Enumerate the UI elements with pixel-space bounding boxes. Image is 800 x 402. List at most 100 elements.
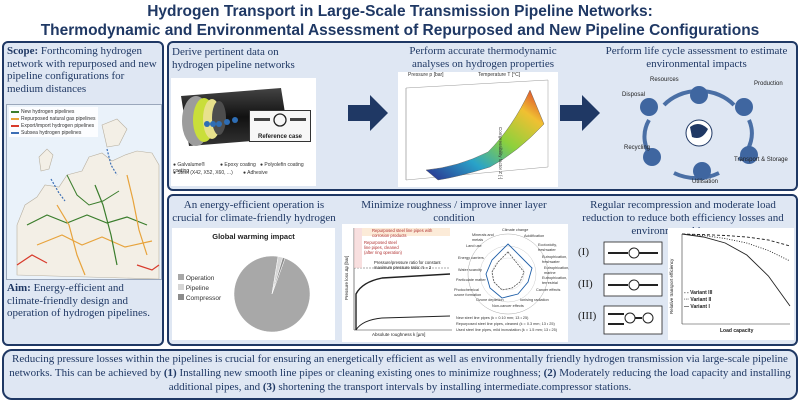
radar-label: Eutrophication, freshwater bbox=[542, 255, 568, 264]
lca-node-resources: Resources bbox=[650, 77, 679, 83]
conclusion-panel bbox=[2, 349, 798, 400]
efficiency-graphic bbox=[681, 233, 791, 325]
radar-label: Energy carriers bbox=[458, 256, 484, 260]
europe-map: New hydrogen pipelines Repurposed natura… bbox=[6, 104, 162, 280]
layer-item: ● Polyolefin coating bbox=[260, 162, 304, 168]
conclusion-part: Installing new smooth line pipes or clea… bbox=[176, 367, 544, 379]
conclusion-part: Moderately reducing the load capacity an… bbox=[168, 367, 791, 393]
efficiency-legend: - - Variant III ··· Variant II — Variant… bbox=[684, 290, 712, 311]
roughness-graphic bbox=[353, 228, 549, 331]
lca-cycle-graphic bbox=[640, 86, 758, 181]
aim-text: Aim: Energy-efficient and climate-friend… bbox=[7, 282, 161, 320]
scope-description: Forthcoming hydrogen network with repurp… bbox=[7, 45, 157, 95]
map-legend-item: New hydrogen pipelines bbox=[11, 108, 96, 115]
layer-item: ● Galvalume® coating bbox=[173, 162, 206, 174]
pie-slice-compressor bbox=[271, 257, 286, 295]
lca-header: Perform life cycle assessment to estimat… bbox=[605, 45, 788, 70]
roughness-annot-1: Repurposed steel line pipes with corrosi… bbox=[372, 228, 433, 238]
pipe-figure: Reference case ● Galvalume® coating ● Ep… bbox=[171, 78, 316, 186]
scope-label: Scope: bbox=[7, 45, 39, 57]
efficiency-chart: Relative transport efficiency Load capac… bbox=[668, 228, 794, 340]
roughness-header: Minimize roughness / improve inner layer… bbox=[361, 199, 547, 224]
lca-cycle: Resources Production Transport & Storage… bbox=[604, 75, 794, 187]
radar-label: Ionising radiation bbox=[520, 298, 549, 302]
efficiency-ylabel: Relative transport efficiency bbox=[669, 258, 674, 314]
title-line-1: Hydrogen Transport in Large-Scale Transm… bbox=[147, 3, 653, 20]
radar-legend-item: Repurposed steel line pipes, cleaned (k … bbox=[456, 322, 555, 326]
series-line-variant-iii bbox=[681, 233, 791, 247]
map-legend-item: Repurposed natural gas pipelines bbox=[11, 115, 96, 122]
variant-label: (II) bbox=[578, 278, 593, 290]
pie-title: Global warming impact bbox=[212, 232, 295, 241]
lca-node-recycling: Recycling bbox=[624, 145, 651, 151]
radar-label: Particulate matter bbox=[456, 278, 486, 282]
variant-label: (I) bbox=[578, 246, 589, 258]
thermo-surface-graphic bbox=[405, 79, 549, 181]
efficiency-legend-item: - - Variant III bbox=[684, 290, 713, 296]
scope-text: Scope: Forthcoming hydrogen network with… bbox=[7, 45, 159, 95]
derive-header: Derive pertinent data on hydrogen pipeli… bbox=[172, 46, 295, 71]
title: Hydrogen Transport in Large-Scale Transm… bbox=[0, 2, 800, 40]
conclusion-marker: (3) bbox=[262, 381, 276, 393]
radar-label: Eutrophication, terrestrial bbox=[542, 276, 568, 285]
radar-label: Non-cancer effects bbox=[492, 304, 524, 308]
variant-diagrams: (I) (II) (III) bbox=[578, 240, 668, 340]
map-legend-item: Subsea hydrogen pipelines bbox=[11, 129, 96, 136]
layer-item: ● Steel (X42, X52, X60, ...) bbox=[173, 170, 233, 176]
efficiency-xlabel: Load capacity bbox=[720, 328, 754, 334]
thermo-xlabel: Pressure p [bar] bbox=[408, 72, 444, 78]
radar-label: Cancer effects bbox=[536, 288, 561, 292]
radar-legend-item: Used steel line pipes, mild incrustation… bbox=[456, 328, 558, 332]
aim-description: Energy-efficient and climate-friendly de… bbox=[7, 282, 150, 319]
pie-legend-item: Compressor bbox=[178, 294, 221, 304]
pie-legend-item: Operation bbox=[178, 274, 221, 284]
conclusion-marker: (1) bbox=[163, 367, 177, 379]
lca-node-production: Production bbox=[754, 81, 783, 87]
radar-label: Minerals and metals bbox=[472, 233, 494, 242]
radar-label: Land use bbox=[466, 244, 482, 248]
conclusion-text: Reducing pressure losses within the pipe… bbox=[8, 352, 792, 394]
radar-label: Acidification bbox=[524, 234, 545, 238]
variant-label: (III) bbox=[578, 310, 597, 322]
radar-label: Climate change bbox=[502, 228, 529, 232]
arrow-right-icon bbox=[348, 95, 388, 131]
roughness-ylabel: Pressure loss Δp [bar] bbox=[344, 255, 349, 300]
layer-item: ● Epoxy coating bbox=[220, 162, 256, 168]
compressor-icon bbox=[254, 113, 306, 127]
radar-label: Ecotoxicity, freshwater bbox=[538, 243, 557, 252]
radar-label: Eutrophication, marine bbox=[544, 266, 570, 275]
efficiency-legend-item: — Variant I bbox=[684, 304, 710, 310]
lca-node-transport: Transport & Storage bbox=[734, 157, 788, 163]
pie-graphic bbox=[233, 255, 311, 333]
variant-graphic bbox=[603, 241, 663, 335]
radar-label: Water scarcity bbox=[458, 268, 482, 272]
thermo-zlabel: Compressibility factor Z [-] bbox=[498, 127, 503, 180]
layer-item: ● Adhesive bbox=[243, 170, 268, 176]
pie-legend: Operation Pipeline Compressor bbox=[178, 274, 221, 304]
title-line-2: Thermodynamic and Environmental Assessme… bbox=[40, 22, 760, 39]
aim-label: Aim: bbox=[7, 282, 31, 294]
reference-case-box: Reference case bbox=[249, 110, 311, 142]
radar-legend-item: New steel line pipes (k = 0.10 mm; 13 • … bbox=[456, 316, 529, 320]
series-line-variant-ii bbox=[681, 233, 791, 262]
efficiency-legend-item: ··· Variant II bbox=[684, 297, 712, 303]
radar-label: Photochemical ozone formation bbox=[454, 288, 482, 297]
pie-chart: Global warming impact Operation Pipeline… bbox=[172, 228, 335, 340]
roughness-figure: Repurposed steel line pipes with corrosi… bbox=[342, 224, 570, 342]
conclusion-part: shortening the transport intervals by in… bbox=[275, 381, 632, 393]
reference-case-label: Reference case bbox=[257, 134, 303, 140]
thermo-ylabel: Temperature T [°C] bbox=[478, 72, 521, 78]
map-legend-item: Export/import hydrogen pipelines bbox=[11, 122, 96, 129]
roughness-xlabel: Absolute roughness k [µm] bbox=[372, 332, 426, 337]
arrow-right-icon bbox=[560, 95, 600, 131]
pipe-graphic bbox=[181, 88, 289, 146]
lca-node-utilisation: Utilisation bbox=[692, 179, 719, 185]
conclusion-marker: (2) bbox=[543, 367, 557, 379]
lca-node-disposal: Disposal bbox=[622, 92, 646, 98]
roughness-annot-2: Repurposed steel line pipes, cleaned (af… bbox=[364, 240, 402, 255]
thermo-plot: Pressure p [bar] Temperature T [°C] Comp… bbox=[398, 72, 558, 187]
roughness-annot-3: Pressure/pressure ratio for constant max… bbox=[374, 260, 441, 270]
pipe-layer-legend: ● Galvalume® coating ● Epoxy coating ● P… bbox=[173, 162, 315, 178]
radar-label: Ozone depletion bbox=[476, 298, 504, 302]
radar-legend: New steel line pipes (k = 0.10 mm; 13 • … bbox=[456, 316, 568, 334]
